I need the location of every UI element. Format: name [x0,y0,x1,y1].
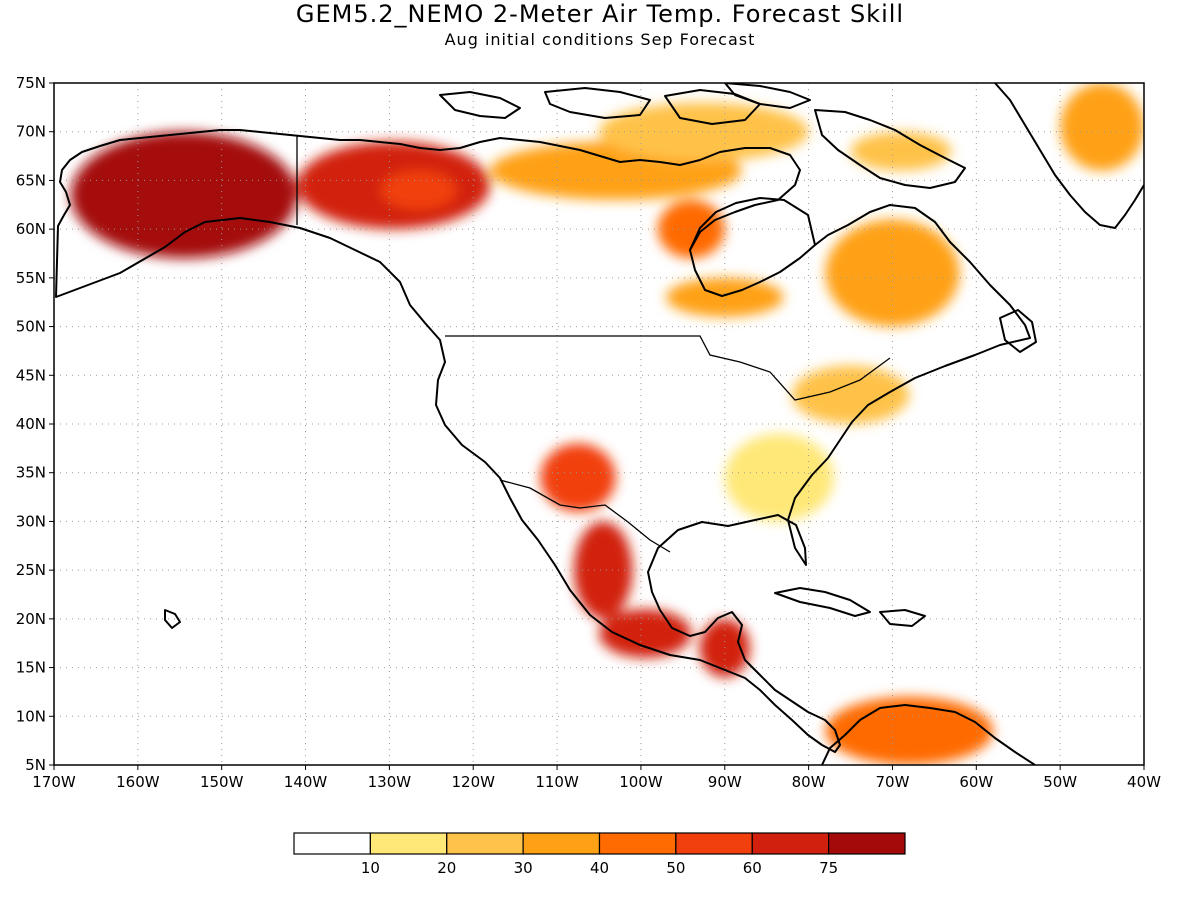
skill-region-2 [381,170,457,210]
y-tick-label: 35N [16,464,46,482]
skill-region-4 [599,102,809,161]
chart-subtitle: Aug initial conditions Sep Forecast [445,30,756,49]
y-tick-label: 60N [16,220,46,238]
skill-region-7 [825,219,960,327]
y-tick-label: 70N [16,123,46,141]
y-tick-label: 75N [16,74,46,92]
greenland-coastline [994,83,1144,229]
skill-region-6 [666,277,784,317]
colorbar-swatch [598,832,677,855]
skill-region-11 [724,433,834,522]
skill-region-0 [70,131,298,259]
y-tick-label: 5N [25,756,46,774]
colorbar-label: 50 [666,859,685,877]
us-canada-border [445,335,891,401]
skill-region-8 [850,131,952,171]
skill-region-9 [1060,83,1144,171]
colorbar-swatch [293,832,371,855]
skill-region-12 [540,443,616,512]
skill-region-5 [657,199,725,259]
colorbar-label: 60 [743,859,762,877]
skill-region-13 [573,521,633,619]
coastlines [55,83,1144,765]
colorbar-label: 10 [361,859,380,877]
us-mexico-border [499,479,671,553]
y-tick-label: 55N [16,269,46,287]
y-tick-label: 50N [16,318,46,336]
x-tick-label: 70W [876,773,910,791]
colorbar-swatch [675,832,753,855]
x-tick-label: 150W [200,773,244,791]
hudson-bay-coastline [689,197,816,251]
x-tick-label: 130W [368,773,412,791]
colorbar-label: 75 [819,859,838,877]
hawaii-coastline [164,609,181,629]
arctic-island-coastline [724,83,811,109]
axis-labels: 170W 160W 150W 140W 130W 120W 110W 100W 90W 80W 70… [16,74,1161,791]
y-tick-label: 40N [16,415,46,433]
skill-region-15 [699,618,750,678]
colorbar-swatch [369,832,448,855]
x-tick-label: 40W [1127,773,1161,791]
colorbar-label: 30 [514,859,533,877]
arctic-island-coastline [664,89,761,125]
baffin-island-coastline [814,109,966,189]
x-tick-label: 120W [451,773,495,791]
colorbar: 10 20 30 40 50 60 75 [293,832,906,877]
colorbar-swatch [522,832,601,855]
colorbar-label: 20 [437,859,456,877]
y-tick-label: 15N [16,659,46,677]
skill-region-16 [825,696,994,765]
x-tick-label: 90W [708,773,742,791]
newfoundland-coastline [999,309,1037,353]
arctic-island-coastline [544,87,651,119]
x-tick-label: 170W [32,773,76,791]
north-america-coastline [55,129,1031,753]
x-tick-label: 140W [284,773,328,791]
y-tick-label: 10N [16,707,46,725]
colorbar-swatch [446,832,524,855]
hispaniola-coastline [879,609,926,627]
colorbar-swatch [828,832,906,855]
x-tick-label: 50W [1043,773,1077,791]
colorbar-swatch [751,832,830,855]
south-america-coastline [821,704,1036,765]
x-tick-label: 110W [535,773,579,791]
political-borders [296,136,891,553]
y-tick-label: 30N [16,512,46,530]
x-tick-label: 80W [792,773,826,791]
y-tick-label: 65N [16,171,46,189]
x-tick-label: 100W [619,773,663,791]
x-tick-label: 160W [116,773,160,791]
cuba-coastline [774,587,871,617]
skill-shading-layer [70,83,1144,765]
arctic-island-coastline [439,91,521,119]
y-tick-label: 25N [16,561,46,579]
chart-title: GEM5.2_NEMO 2-Meter Air Temp. Forecast S… [296,0,904,28]
y-tick-label: 45N [16,366,46,384]
x-tick-label: 60W [959,773,993,791]
colorbar-label: 40 [590,859,609,877]
skill-region-10 [791,365,910,424]
y-tick-label: 20N [16,610,46,628]
